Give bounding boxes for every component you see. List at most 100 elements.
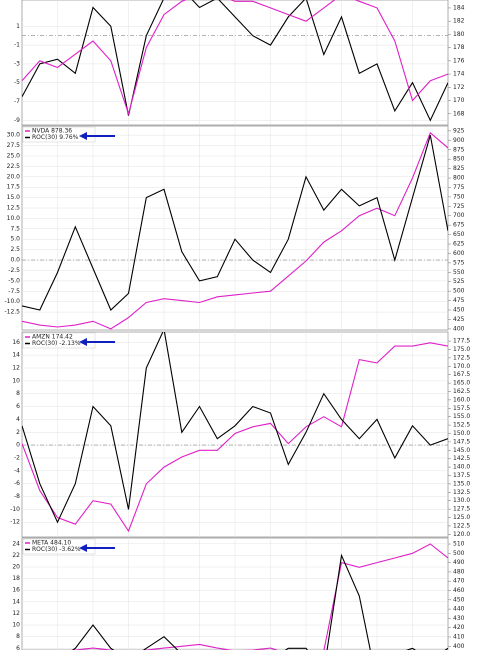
y2-tick-label: 175.0 <box>453 346 470 353</box>
y2-tick-label: 152.5 <box>453 422 470 429</box>
y2-tick-label: 140.0 <box>453 464 470 471</box>
legend-box <box>22 538 96 555</box>
y-tick-label: 16 <box>12 587 20 594</box>
y-tick-label: -2 <box>14 454 20 461</box>
y-tick-label: 8 <box>16 390 20 397</box>
y2-tick-label: 800 <box>453 175 465 182</box>
y2-tick-label: 500 <box>453 550 465 557</box>
y-tick-label: 10 <box>12 377 20 384</box>
y-tick-label: -8 <box>14 493 20 500</box>
arrow-head <box>79 338 87 346</box>
y-tick-label: 0.0 <box>10 257 20 264</box>
y-tick-label: 16 <box>12 339 20 346</box>
series-line <box>22 131 448 330</box>
y2-tick-label: 490 <box>453 559 465 566</box>
arrow-head <box>79 132 87 140</box>
y2-tick-label: 165.0 <box>453 380 470 387</box>
series-line <box>22 135 448 311</box>
y2-tick-label: 480 <box>453 568 465 575</box>
y2-tick-label: 460 <box>453 587 465 594</box>
series-line <box>71 553 448 650</box>
y2-tick-label: 475 <box>453 297 465 304</box>
y-tick-label: 25.0 <box>7 152 21 159</box>
y-tick-label: 7.5 <box>10 225 20 232</box>
y2-tick-label: 147.5 <box>453 438 470 445</box>
y-tick-label: 10 <box>12 622 20 629</box>
y-tick-label: 20.0 <box>7 173 21 180</box>
legend-label: NVDA 878.36 <box>32 128 72 135</box>
legend-label: ROC(30) -2.13% <box>32 340 81 347</box>
y2-tick-label: 174 <box>453 71 465 78</box>
y2-tick-label: 172.5 <box>453 354 470 361</box>
y2-tick-label: 145.0 <box>453 447 470 454</box>
y-tick-label: -7 <box>14 98 20 105</box>
y2-tick-label: 170 <box>453 97 465 104</box>
series-line <box>22 332 448 524</box>
y2-tick-label: 430 <box>453 615 465 622</box>
y-tick-label: -3 <box>14 60 20 67</box>
plot-area <box>22 0 448 122</box>
y2-tick-label: 400 <box>453 325 465 332</box>
legend-label: ROC(30) 9.76% <box>32 134 79 141</box>
y-tick-label: 12 <box>12 364 20 371</box>
y2-tick-label: 177.5 <box>453 338 470 345</box>
series-line <box>70 543 448 650</box>
y2-tick-label: 170.0 <box>453 363 470 370</box>
y-tick-label: 2.5 <box>10 246 20 253</box>
y2-tick-label: 900 <box>453 137 465 144</box>
y-tick-label: -7.5 <box>8 288 20 295</box>
legend-box <box>22 332 96 349</box>
y2-tick-label: 420 <box>453 624 465 631</box>
y-tick-label: 10.0 <box>7 215 21 222</box>
y2-tick-label: 168 <box>453 110 465 117</box>
arrow-head <box>79 544 87 552</box>
y2-tick-label: 425 <box>453 316 465 323</box>
y2-tick-label: 575 <box>453 259 465 266</box>
y-tick-label: -5.0 <box>8 277 20 284</box>
legend-label: META 484.10 <box>32 540 71 547</box>
series-line <box>22 342 448 533</box>
y2-tick-label: 122.5 <box>453 522 470 529</box>
y-tick-label: -10 <box>10 506 20 513</box>
y2-tick-label: 172 <box>453 84 465 91</box>
y-tick-label: 22.5 <box>7 163 21 170</box>
y-tick-label: 20 <box>12 564 20 571</box>
y2-tick-label: 135.0 <box>453 480 470 487</box>
plot-area <box>70 543 448 650</box>
y2-tick-label: 675 <box>453 222 465 229</box>
y2-tick-label: 150.0 <box>453 430 470 437</box>
y-tick-label: 0 <box>16 442 20 449</box>
legend-label: AMZN 174.42 <box>32 334 73 341</box>
y2-tick-label: 440 <box>453 606 465 613</box>
y2-tick-label: 132.5 <box>453 489 470 496</box>
y-tick-label: 18 <box>12 575 20 582</box>
y2-tick-label: 525 <box>453 278 465 285</box>
y-tick-label: 24 <box>12 540 20 547</box>
y2-tick-label: 176 <box>453 57 465 64</box>
y2-tick-label: 825 <box>453 165 465 172</box>
y-tick-label: -9 <box>14 117 20 124</box>
legend-label: ROC(30) -3.62% <box>32 546 81 553</box>
y2-tick-label: 127.5 <box>453 506 470 513</box>
y2-tick-label: 600 <box>453 250 465 257</box>
y-tick-label: -5 <box>14 79 20 86</box>
y2-tick-label: 410 <box>453 633 465 640</box>
y-tick-label: 4 <box>16 416 20 423</box>
plot-area <box>22 131 448 330</box>
y2-tick-label: 450 <box>453 307 465 314</box>
y2-tick-label: 137.5 <box>453 472 470 479</box>
y-tick-label: 27.5 <box>7 142 21 149</box>
y-tick-label: 12 <box>12 610 20 617</box>
y2-tick-label: 182 <box>453 18 465 25</box>
y-tick-label: -12.5 <box>4 309 20 316</box>
y2-tick-label: 500 <box>453 288 465 295</box>
y2-tick-label: 510 <box>453 541 465 548</box>
y-tick-label: 8 <box>16 633 20 640</box>
y2-tick-label: 184 <box>453 4 465 11</box>
y-tick-label: -6 <box>14 480 20 487</box>
series-line <box>22 0 448 116</box>
y2-tick-label: 725 <box>453 203 465 210</box>
y-tick-label: 5.0 <box>10 236 20 243</box>
y2-tick-label: 700 <box>453 212 465 219</box>
